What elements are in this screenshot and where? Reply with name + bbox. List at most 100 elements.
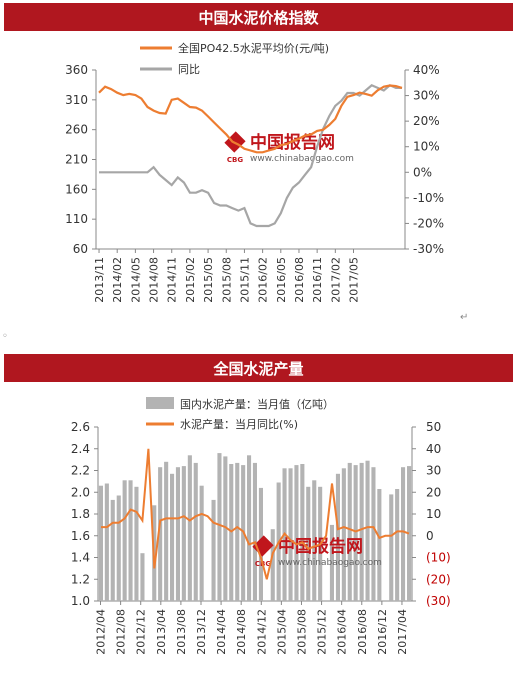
watermark-url-text: www.chinabaogao.com [250,154,354,164]
x-tick-label: 2015/08 [220,257,233,303]
y-right-tick-label: 20 [426,485,441,499]
x-tick-label: 2012/12 [135,609,148,655]
bar-output [116,495,121,601]
bar-output [134,486,139,601]
x-tick-label: 2014/05 [129,257,142,303]
chart1-title-bar: 中国水泥价格指数 [4,3,513,31]
bar-output [341,468,346,601]
x-tick-label: 2016/08 [293,257,306,303]
bar-output [181,466,186,601]
y-right-tick-label: 0% [413,165,432,179]
x-tick-label: 2014/12 [255,609,268,655]
bar-output [175,467,180,601]
bar-output [258,487,263,601]
bar-output [140,553,145,601]
y-left-tick-label: 2.4 [71,442,90,456]
x-tick-label: 2014/11 [166,257,179,303]
bar-output [158,467,163,601]
bar-output [312,480,317,601]
bar-output [164,461,169,601]
x-tick-label: 2013/04 [155,609,168,655]
legend-label-yoy: 同比 [178,63,200,76]
legend-label-output: 国内水泥产量：当月值（亿吨） [180,397,334,411]
y-right-tick-label: (20) [426,572,451,586]
y-right-tick-label: 40 [426,442,441,456]
y-right-tick-label: -20% [413,216,444,230]
y-left-tick-label: 360 [65,63,88,77]
bar-output [223,456,228,601]
bar-output [288,468,293,601]
y-left-tick-label: 1.2 [71,572,90,586]
y-left-tick-label: 310 [65,93,88,107]
y-left-tick-label: 1.4 [71,551,90,565]
x-tick-label: 2014/08 [148,257,161,303]
x-tick-label: 2017/02 [329,257,342,303]
x-tick-label: 2015/11 [238,257,251,303]
x-tick-label: 2016/05 [275,257,288,303]
y-right-tick-label: -10% [413,191,444,205]
y-left-tick-label: 160 [65,182,88,196]
y-right-tick-label: 30% [413,89,440,103]
y-right-tick-label: 20% [413,114,440,128]
bar-output [377,489,382,601]
y-right-tick-label: (30) [426,594,451,608]
x-tick-label: 2015/02 [184,257,197,303]
chart1-title: 中国水泥价格指数 [198,8,319,27]
bar-output [365,460,370,601]
series-line-yoy [99,84,402,228]
chart2-svg: 国内水泥产量：当月值（亿吨） 水泥产量：当月同比(%) 2.6 2.4 2.2 2.0 1.… [71,397,451,655]
bar-output [235,462,240,601]
watermark-cn-text: 中国报告网 [250,132,335,153]
y-left-tick-label: 1.6 [71,529,90,543]
bar-output [359,462,364,601]
y-right-tick-label: 50 [426,420,441,434]
bar-output [128,480,133,601]
paragraph-mark: ◦ [2,331,8,342]
bar-output [395,489,400,601]
y-right-tick-label: 30 [426,464,441,478]
x-tick-label: 2016/02 [257,257,270,303]
series-line-yoy [101,448,410,580]
y-right-tick-label: 40% [413,63,440,77]
x-tick-label: 2013/12 [195,609,208,655]
bar-output [335,473,340,601]
bar-output [353,465,358,601]
bar-output [217,453,222,601]
bar-output [122,480,127,601]
y-left-tick-label: 260 [65,123,88,137]
x-tick-label: 2016/04 [336,609,349,655]
bar-output [211,499,216,601]
legend-label-yoy: 水泥产量：当月同比(%) [180,417,298,431]
y-right-tick-label: 10% [413,140,440,154]
bar-output [401,467,406,601]
y-left-tick-label: 2.6 [71,420,90,434]
x-tick-label: 2014/02 [111,257,124,303]
bar-output [98,485,103,601]
chart1-panel: 全国PO42.5水泥平均价(元/吨) 同比 360 310 260 210 160 110 60… [0,31,520,331]
y-left-tick-label: 110 [65,212,88,226]
chart2-title-bar: 全国水泥产量 [4,354,513,382]
bar-output [193,462,198,601]
y-right-tick-label: 10 [426,507,441,521]
x-tick-label: 2012/04 [95,609,108,655]
chart1-svg: 全国PO42.5水泥平均价(元/吨) 同比 360 310 260 210 160 110 60… [65,41,444,303]
bar-output [329,524,334,601]
watermark-logo-text: CBG [227,156,243,164]
x-tick-label: 2015/12 [316,609,329,655]
y-left-tick-label: 2.0 [71,485,90,499]
x-tick-label: 2014/08 [235,609,248,655]
bar-output [347,462,352,601]
bar-output [371,467,376,601]
y-right-tick-label: (10) [426,551,451,565]
bar-output [110,499,115,601]
x-tick-label: 2015/08 [295,609,308,655]
y-left-tick-label: 1.8 [71,507,90,521]
bar-output [199,485,204,601]
x-tick-label: 2013/11 [93,257,106,303]
bar-output [306,486,311,601]
y-left-tick-label: 60 [73,242,88,256]
x-tick-label: 2015/05 [202,257,215,303]
x-tick-label: 2012/08 [115,609,128,655]
bar-output [407,466,412,601]
legend-label-price: 全国PO42.5水泥平均价(元/吨) [178,41,329,55]
